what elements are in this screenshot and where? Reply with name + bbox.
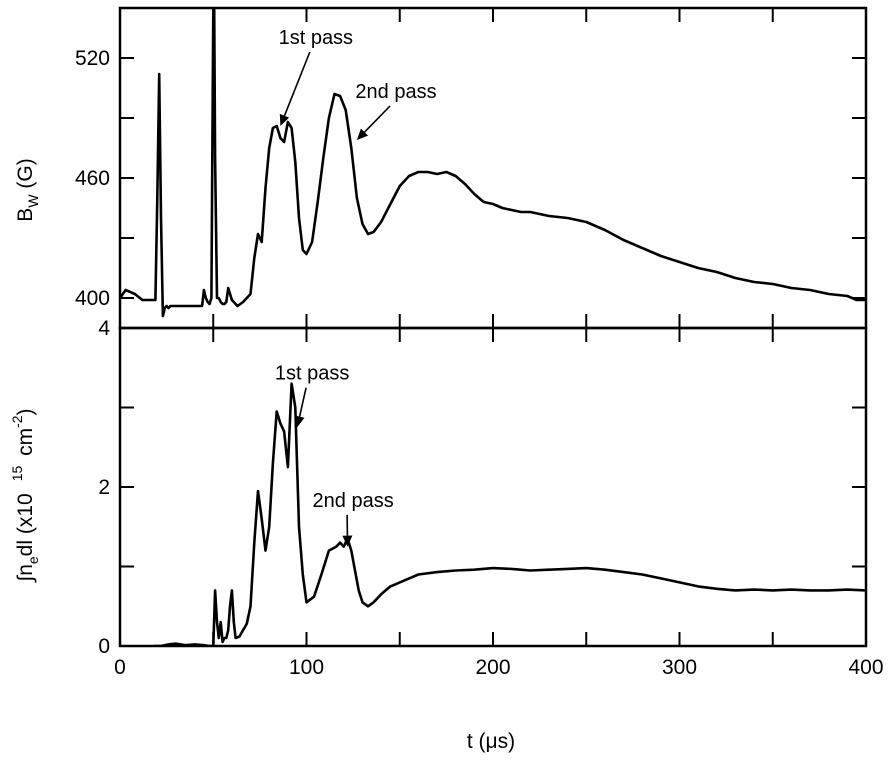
top-annotation-arrowhead: [279, 113, 290, 126]
bottom-y-axis-title: ∫nedl (x1015 cm-2): [9, 408, 41, 582]
x-tick-label: 0: [114, 656, 126, 679]
x-tick-label: 400: [848, 656, 883, 679]
x-axis-title: t (μs): [467, 730, 515, 753]
top-series-line: [120, 8, 866, 318]
bottom-y-tick-label: 4: [98, 317, 110, 340]
top-annotation-arrow: [283, 51, 311, 117]
bottom-annotation-arrowhead: [294, 415, 305, 428]
top-y-tick-label: 520: [75, 47, 110, 70]
bottom-annotation-arrowhead: [342, 535, 353, 547]
bottom-annotation-label: 2nd pass: [313, 490, 394, 512]
x-tick-label: 200: [475, 656, 510, 679]
bottom-annotation-arrow: [298, 387, 307, 417]
bottom-y-tick-label: 0: [98, 635, 110, 658]
bottom-y-tick-label: 2: [98, 476, 110, 499]
bottom-annotation-label: 1st pass: [275, 363, 349, 385]
bottom-series-line: [153, 382, 866, 646]
x-tick-label: 100: [289, 656, 324, 679]
top-annotation-label: 1st pass: [279, 27, 353, 49]
top-annotation-arrow: [363, 105, 391, 133]
top-y-tick-label: 460: [75, 167, 110, 190]
top-annotation-arrowhead: [356, 128, 369, 140]
top-y-axis-title: BW (G): [14, 158, 41, 221]
x-tick-label: 300: [662, 656, 697, 679]
bottom-panel: 0 100 200 300 400 0 2 4 1st pass 2nd pass: [98, 317, 883, 679]
top-annotation-label: 2nd pass: [355, 81, 436, 103]
top-plot-frame: [118, 6, 868, 330]
top-y-tick-label: 400: [75, 287, 110, 310]
top-panel: 400 460 520 1st pass 2nd pass: [75, 6, 868, 330]
